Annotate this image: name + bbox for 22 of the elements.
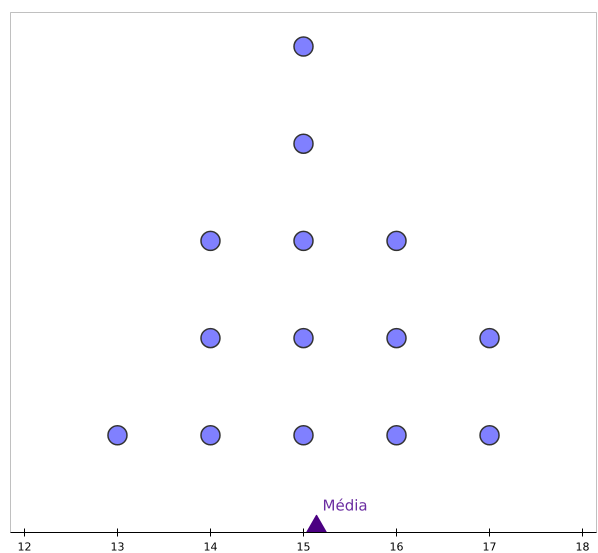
point	[386, 425, 407, 446]
x-tick-label: 13	[110, 540, 124, 553]
point	[293, 133, 314, 154]
x-tick-label: 12	[17, 540, 32, 553]
series-label: Média	[322, 496, 368, 514]
point	[386, 328, 407, 348]
x-tick-label: 18	[576, 540, 590, 553]
point	[107, 425, 128, 446]
point	[293, 328, 314, 348]
point	[200, 328, 221, 348]
point	[200, 425, 221, 446]
point	[479, 328, 500, 348]
point	[293, 36, 314, 57]
point	[200, 230, 221, 252]
x-tick-label: 15	[296, 540, 310, 553]
point	[293, 230, 314, 252]
point	[386, 230, 407, 252]
x-tick-label: 16	[390, 540, 404, 553]
point	[293, 425, 314, 446]
x-tick-label: 14	[203, 540, 218, 553]
x-tick-label: 17	[482, 540, 497, 553]
point	[479, 425, 500, 446]
